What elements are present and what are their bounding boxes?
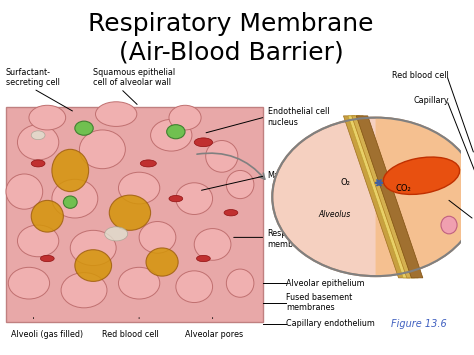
Ellipse shape [95, 102, 137, 126]
Ellipse shape [169, 196, 183, 202]
Ellipse shape [227, 269, 254, 297]
Polygon shape [356, 116, 423, 278]
Polygon shape [352, 116, 418, 278]
Polygon shape [375, 118, 474, 276]
Circle shape [272, 118, 474, 276]
Ellipse shape [169, 105, 201, 130]
Ellipse shape [167, 125, 185, 139]
Text: CO₂: CO₂ [395, 184, 411, 192]
Ellipse shape [8, 267, 50, 299]
Ellipse shape [61, 273, 107, 308]
Ellipse shape [206, 141, 238, 172]
Text: Respiratory
membrane: Respiratory membrane [268, 229, 314, 249]
Text: O₂: O₂ [341, 178, 351, 187]
Ellipse shape [441, 216, 457, 234]
Ellipse shape [64, 196, 77, 208]
Ellipse shape [140, 160, 156, 167]
Ellipse shape [18, 225, 59, 257]
Text: Alveolus: Alveolus [318, 210, 350, 219]
Text: Alveolar epithelium: Alveolar epithelium [286, 279, 365, 288]
Text: Squamous epithelial
cell of alveolar wall: Squamous epithelial cell of alveolar wal… [93, 67, 175, 87]
Text: Macrophage: Macrophage [268, 171, 318, 180]
Ellipse shape [197, 255, 210, 262]
Ellipse shape [31, 160, 45, 167]
Text: Alveoli (gas filled): Alveoli (gas filled) [10, 330, 82, 339]
Ellipse shape [109, 195, 151, 230]
Ellipse shape [52, 179, 98, 218]
Polygon shape [344, 116, 410, 278]
Ellipse shape [227, 170, 254, 199]
Ellipse shape [18, 125, 59, 160]
Ellipse shape [383, 157, 460, 195]
Ellipse shape [176, 183, 212, 214]
Ellipse shape [80, 130, 125, 169]
Ellipse shape [31, 200, 64, 232]
Ellipse shape [194, 229, 231, 260]
Text: (Air-Blood Barrier): (Air-Blood Barrier) [118, 40, 343, 65]
Text: Endothelial cell
nucleus: Endothelial cell nucleus [268, 107, 329, 127]
Ellipse shape [75, 250, 111, 282]
Ellipse shape [52, 149, 89, 192]
Text: Red blood cell: Red blood cell [102, 330, 159, 339]
Ellipse shape [40, 255, 54, 262]
Polygon shape [348, 116, 415, 278]
FancyBboxPatch shape [6, 107, 263, 322]
Ellipse shape [105, 227, 128, 241]
Ellipse shape [31, 131, 45, 140]
Ellipse shape [70, 230, 116, 266]
Ellipse shape [29, 105, 66, 130]
Ellipse shape [176, 271, 212, 302]
Ellipse shape [194, 138, 212, 147]
Text: Capillary: Capillary [413, 95, 449, 104]
Text: Respiratory Membrane: Respiratory Membrane [88, 12, 374, 36]
Ellipse shape [139, 222, 176, 253]
Ellipse shape [118, 267, 160, 299]
Text: Figure 13.6: Figure 13.6 [391, 319, 447, 329]
Ellipse shape [224, 209, 238, 216]
Ellipse shape [118, 172, 160, 204]
Text: Surfactant-
secreting cell: Surfactant- secreting cell [6, 67, 60, 87]
Text: Fused basement
membranes: Fused basement membranes [286, 293, 352, 312]
Text: Epithelial
cell
nucleus: Epithelial cell nucleus [412, 184, 449, 214]
Text: Capillary endothelium: Capillary endothelium [286, 319, 375, 328]
Text: Alveolar pores: Alveolar pores [185, 330, 243, 339]
Text: Red blood cell: Red blood cell [392, 71, 449, 80]
Ellipse shape [75, 121, 93, 135]
Ellipse shape [151, 119, 192, 151]
Ellipse shape [146, 248, 178, 276]
Ellipse shape [6, 174, 43, 209]
